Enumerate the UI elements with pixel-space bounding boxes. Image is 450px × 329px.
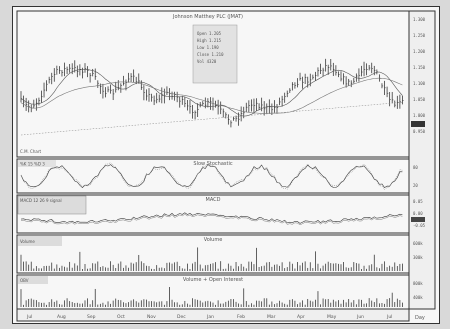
macd-panel-caption: MACD 12 26 9 signal	[20, 198, 62, 203]
macd-axis-label: 0.00	[413, 211, 423, 216]
volume-axis-label: 300k	[413, 255, 423, 260]
date-axis-label: Apr	[297, 314, 305, 320]
price-bars-layer[interactable]	[20, 58, 404, 136]
interval-label[interactable]: Day	[415, 315, 425, 321]
stochastic-k-line	[20, 164, 403, 189]
volume-bars-layer	[20, 247, 403, 307]
obv-axis-label: 800k	[413, 281, 423, 286]
moving-average-short	[20, 69, 403, 117]
price-axis-label: 1.150	[413, 65, 426, 70]
stochastic-legend-box	[18, 160, 56, 167]
date-axis-label: Sep	[87, 314, 96, 320]
price-axis-label: 1.300	[413, 17, 426, 22]
long-term-trend-line	[20, 101, 403, 136]
date-axis-label: Jan	[206, 314, 214, 320]
volume-panel-caption: Volume	[20, 239, 35, 244]
obv-panel-title: Volume + Open Interest	[183, 277, 243, 283]
price-legend-low: Low 1.190	[197, 45, 219, 50]
price-legend-close: Close 1.210	[197, 52, 224, 57]
price-legend-volume: Vol 4320	[197, 59, 217, 64]
date-axis-label: Jun	[356, 314, 364, 320]
moving-average-long	[20, 77, 403, 114]
stochastic-axis-label: 80	[413, 165, 418, 170]
date-axis-label: May	[327, 314, 337, 320]
macd-panel-title: MACD	[206, 197, 221, 203]
macd-line	[20, 212, 403, 224]
obv-axis-label: 400k	[413, 295, 423, 300]
volume-legend-box	[18, 236, 62, 246]
date-axis-label: Nov	[147, 314, 156, 320]
macd-axis-label: 0.05	[413, 199, 423, 204]
date-axis-label: Feb	[237, 314, 245, 320]
price-axis-label: 1.050	[413, 97, 426, 102]
obv-panel-caption: OBV	[20, 278, 29, 283]
stock-chart-window[interactable]: Johnson Matthey PLC (JMAT) Slow Stochast…	[12, 6, 440, 324]
obv-legend-box	[18, 276, 48, 284]
date-axis-label: Jul	[386, 314, 392, 320]
last-price-marker	[411, 121, 425, 127]
price-axis-label: 1.000	[413, 113, 426, 118]
macd-value-marker	[411, 217, 425, 222]
macd-legend-box	[17, 195, 87, 215]
volume-panel-title: Volume	[204, 237, 223, 243]
price-axis-label: 1.100	[413, 81, 426, 86]
stochastic-panel-title: Slow Stochastic	[193, 161, 232, 167]
price-axis-label: 1.250	[413, 33, 426, 38]
volume-axis-label: 600k	[413, 241, 423, 246]
date-axis-label: Mar	[267, 314, 276, 320]
date-axis-strip	[16, 308, 410, 322]
price-axis-strip	[408, 10, 436, 310]
price-axis-label: 0.950	[413, 129, 426, 134]
stock-chart-canvas[interactable]: Johnson Matthey PLC (JMAT) Slow Stochast…	[13, 7, 439, 323]
date-axis-label: Oct	[117, 314, 125, 320]
price-panel-caption: C.M. Chart	[20, 149, 41, 154]
price-panel-title: Johnson Matthey PLC (JMAT)	[172, 14, 243, 20]
macd-axis-label: -0.05	[413, 223, 426, 228]
stochastic-axis-label: 20	[413, 183, 418, 188]
date-axis-label: Aug	[57, 314, 66, 320]
price-data-window-box	[192, 24, 238, 84]
price-legend-high: High 1.215	[197, 38, 222, 43]
stochastic-panel-caption: %K 15 %D 3	[20, 162, 45, 167]
date-axis-label: Jul	[26, 314, 32, 320]
date-axis-label: Dec	[177, 314, 186, 320]
price-legend-open: Open 1.205	[197, 31, 222, 36]
macd-signal-line	[20, 213, 403, 226]
price-data-window[interactable]: Open 1.205 High 1.215 Low 1.190 Close 1.…	[192, 24, 238, 84]
price-axis-label: 1.200	[413, 49, 426, 54]
indicator-lines-layer	[20, 162, 403, 226]
